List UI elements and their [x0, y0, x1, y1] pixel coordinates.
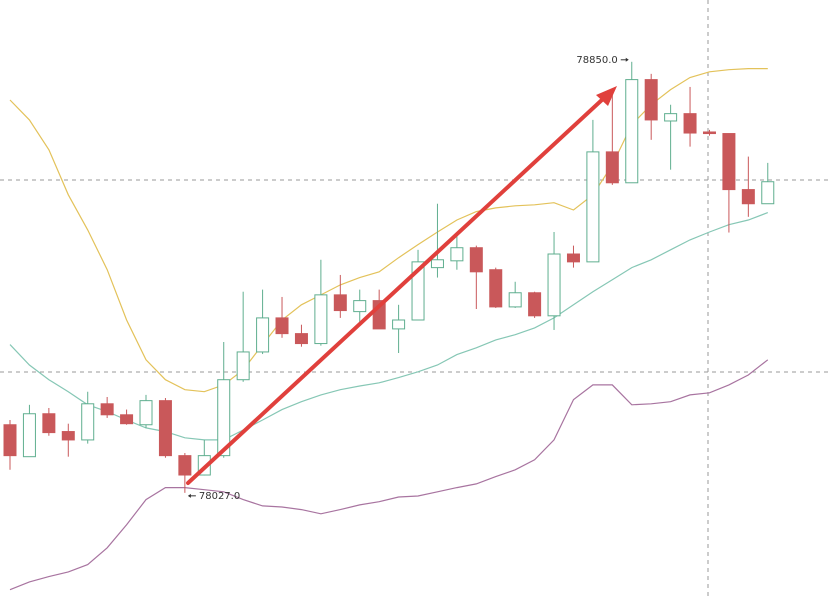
candle-body	[683, 113, 697, 134]
indicator-lines	[9, 68, 769, 591]
candle-body	[547, 253, 561, 317]
candle-body	[333, 294, 347, 312]
candle-body	[314, 294, 328, 345]
candle-body	[741, 189, 755, 205]
candle-body	[256, 317, 270, 353]
candle-body	[22, 413, 36, 458]
indicator-line	[9, 68, 768, 393]
candle-body	[450, 247, 464, 262]
candle-body	[158, 400, 172, 457]
candle-body	[236, 351, 250, 381]
candle-body	[275, 317, 289, 335]
candle-body	[411, 261, 425, 321]
candle-body	[625, 79, 639, 184]
candle-body	[528, 292, 542, 317]
candle-body	[702, 131, 716, 135]
candle-body	[178, 455, 192, 476]
candle-body	[566, 253, 580, 263]
candle-body	[217, 379, 231, 457]
trend-arrow	[186, 86, 617, 485]
arrow-shaft	[186, 96, 606, 485]
candle-body	[605, 151, 619, 184]
candle-body	[3, 424, 17, 457]
annotations: 78850.0 78027.0	[187, 55, 629, 502]
indicator-line	[9, 212, 769, 441]
candle-body	[120, 414, 134, 425]
candle-body	[61, 431, 75, 441]
candle-body	[430, 259, 444, 269]
candle-body	[81, 403, 95, 441]
arrow-head	[596, 86, 617, 106]
candle-body	[644, 79, 658, 121]
candle-body	[489, 269, 503, 308]
indicator-line	[9, 359, 769, 591]
annotation: 78850.0	[576, 55, 617, 66]
annotation-arrow-head	[625, 57, 629, 62]
candle-body	[469, 247, 483, 273]
candle-body	[294, 333, 308, 345]
annotation-arrow-head	[187, 493, 191, 498]
candle-body	[353, 300, 367, 313]
candle-body	[508, 292, 522, 308]
candle-body	[139, 400, 153, 426]
candle-body	[100, 403, 114, 416]
candles	[3, 61, 775, 493]
candle-body	[664, 113, 678, 122]
candle-body	[722, 133, 736, 191]
candle-body	[392, 319, 406, 330]
candle-body	[586, 151, 600, 263]
candle-body	[761, 181, 775, 205]
annotation: 78027.0	[199, 491, 240, 502]
candle-body	[42, 413, 56, 434]
